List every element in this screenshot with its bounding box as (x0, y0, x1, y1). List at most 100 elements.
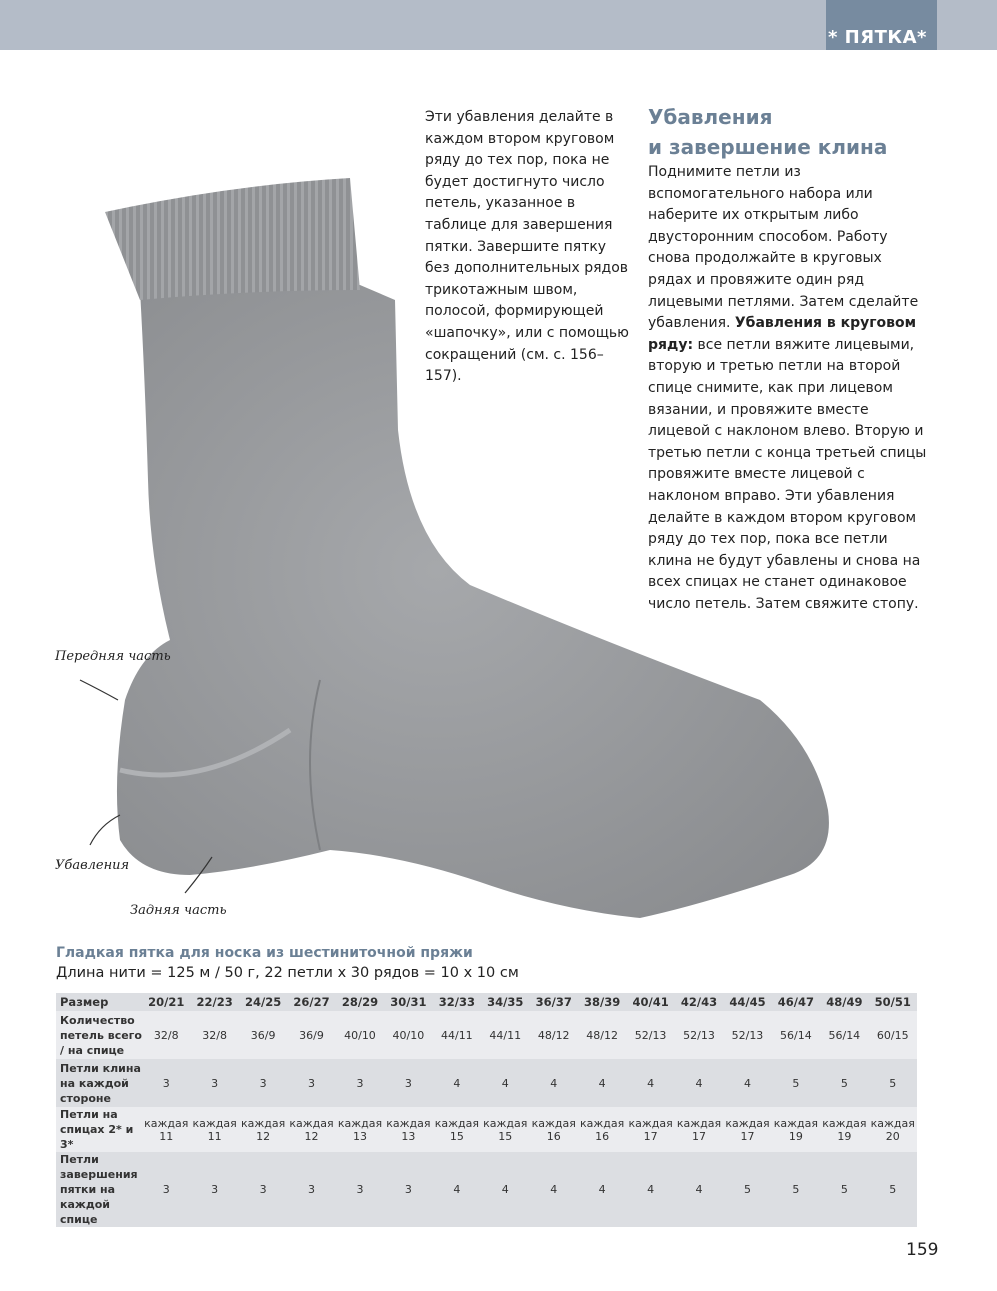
table-cell: 40/10 (344, 1028, 376, 1042)
table-cell: 4 (501, 1076, 509, 1090)
table-row: Размер 20/21 22/23 24/25 26/27 28/29 30/31 32/3… (56, 993, 917, 1011)
table-cell: каждая 19 (822, 1116, 867, 1143)
heel-fold (119, 727, 292, 778)
row-label: Петли завершения пятки на каждой спице (60, 1153, 138, 1226)
table-cell: 4 (550, 1183, 558, 1196)
table-cell: 4 (598, 1076, 606, 1090)
row-label: Размер (60, 994, 109, 1009)
table-cell: 20/21 (148, 995, 185, 1009)
label-front-part: Передняя часть (55, 649, 171, 664)
table-cell: 28/29 (341, 995, 379, 1009)
table-row: Петли на спицах 2* и 3* каждая 11 каждая 1… (56, 1107, 917, 1152)
table-cell: 5 (840, 1183, 848, 1196)
para-1: Поднимите петли из вспомогательного набо… (648, 164, 919, 332)
heel-line (309, 679, 321, 851)
left-paragraph: Эти убавления делайте в каждом втором кр… (425, 109, 629, 385)
table-cell: 3 (211, 1076, 219, 1090)
sock-cuff (105, 178, 360, 300)
table-cell: 52/13 (731, 1028, 764, 1042)
table-cell: 3 (308, 1076, 316, 1090)
row-label: Петли на спицах 2* и 3* (60, 1108, 134, 1151)
table-cell: 40/10 (392, 1028, 425, 1042)
table-cell: 3 (356, 1076, 364, 1090)
section-heading: Убавления и завершение клина (648, 102, 948, 162)
table-cell: каждая 11 (144, 1116, 189, 1143)
table-cell: 5 (889, 1183, 897, 1196)
table-cell: 3 (162, 1183, 170, 1196)
row-label: Петли клина на каждой стороне (60, 1061, 141, 1105)
table-cell: 52/13 (634, 1028, 667, 1042)
table-cell: 4 (453, 1076, 461, 1090)
table-cell: 4 (647, 1183, 655, 1196)
arrow-front (79, 679, 119, 701)
table-cell: 48/12 (537, 1028, 570, 1042)
table-cell: 4 (501, 1183, 509, 1196)
section-tab: * ПЯТКА* (826, 0, 937, 50)
table-cell: 48/49 (826, 995, 863, 1009)
table-cell: 24/25 (244, 995, 282, 1009)
table-cell: каждая 15 (434, 1116, 479, 1143)
table-cell: каждая 16 (580, 1116, 625, 1143)
table-subtitle: Длина нити = 125 м / 50 г, 22 петли x 30… (56, 965, 519, 981)
table-cell: 3 (211, 1183, 219, 1196)
label-decreases: Убавления (55, 858, 130, 873)
table-cell: 4 (743, 1076, 751, 1090)
para-2: все петли вяжите лицевыми, вторую и трет… (648, 336, 927, 612)
table-cell: 5 (743, 1183, 751, 1196)
section-tab-label: * ПЯТКА* (828, 27, 927, 48)
table-cell: 40/41 (632, 995, 669, 1009)
heading-line-2: и завершение клина (648, 135, 888, 159)
table-cell: 3 (356, 1183, 364, 1196)
table-cell: 56/14 (780, 1028, 812, 1042)
table-cell: 4 (598, 1183, 606, 1196)
heading-line-1: Убавления (648, 105, 773, 129)
table-cell: 52/13 (683, 1028, 715, 1042)
table-cell: каждая 12 (289, 1116, 334, 1143)
table-cell: 3 (259, 1076, 267, 1090)
table-cell: 5 (889, 1076, 897, 1090)
table-row: Петли клина на каждой стороне 3 3 3 3 3 3 4 4 4 4 4… (56, 1059, 917, 1107)
sock-photo (79, 178, 829, 918)
table-cell: 44/11 (489, 1028, 522, 1042)
table-cell: каждая 13 (337, 1116, 383, 1143)
arrow-back (184, 856, 213, 894)
table-cell: 42/43 (680, 995, 718, 1009)
table-cell: 5 (792, 1183, 800, 1196)
table-cell: каждая 17 (628, 1116, 673, 1143)
table-cell: 4 (550, 1076, 558, 1090)
table-cell: каждая 16 (531, 1116, 576, 1143)
table-cell: 3 (308, 1183, 316, 1196)
table-cell: каждая 17 (676, 1116, 722, 1143)
table-cell: 36/9 (250, 1028, 276, 1042)
table-cell: 3 (162, 1076, 170, 1090)
table-cell: 36/9 (299, 1028, 324, 1042)
table-cell: 48/12 (586, 1028, 618, 1042)
table-cell: 5 (792, 1076, 800, 1090)
table-row: Петли завершения пятки на каждой спице 3 3… (56, 1152, 917, 1227)
table-cell: 44/45 (729, 995, 766, 1009)
table-cell: каждая 17 (725, 1116, 770, 1143)
table-title: Гладкая пятка для носка из шестиниточной… (56, 945, 473, 961)
table-cell: 4 (695, 1076, 703, 1090)
table-cell: 4 (647, 1076, 655, 1090)
table-cell: 30/31 (390, 995, 427, 1009)
heel-table: Размер 20/21 22/23 24/25 26/27 28/29 30/31 32/3… (56, 993, 917, 1227)
table-cell: 4 (453, 1183, 461, 1196)
table-cell: 22/23 (196, 995, 233, 1009)
table-cell: 60/15 (876, 1028, 909, 1042)
table-cell: 3 (404, 1183, 412, 1196)
label-back-part: Задняя часть (130, 903, 227, 918)
table-cell: каждая 20 (870, 1116, 915, 1143)
table-cell: 38/39 (584, 995, 621, 1009)
page-number: 159 (906, 1240, 939, 1260)
table-cell: каждая 13 (386, 1116, 431, 1143)
table-cell: 34/35 (487, 995, 524, 1009)
table-cell: 46/47 (777, 995, 815, 1009)
table-cell: 3 (259, 1183, 267, 1196)
bold-lead: Убавления в круговом ряду: (648, 315, 917, 353)
table-row: Количество петель всего / на спице 32/8 32… (56, 1011, 917, 1059)
table-cell: 56/14 (828, 1028, 861, 1042)
table-cell: 3 (404, 1076, 412, 1090)
right-paragraph: Поднимите петли из вспомогательного набо… (648, 162, 928, 615)
sock-body (116, 285, 829, 918)
